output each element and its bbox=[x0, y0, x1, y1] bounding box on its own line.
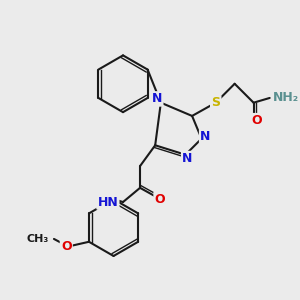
Text: N: N bbox=[152, 92, 162, 105]
Text: O: O bbox=[61, 240, 72, 253]
Text: HN: HN bbox=[98, 196, 118, 208]
Text: S: S bbox=[211, 96, 220, 109]
Text: O: O bbox=[154, 193, 165, 206]
Text: N: N bbox=[200, 130, 211, 143]
Text: N: N bbox=[182, 152, 193, 165]
Text: O: O bbox=[251, 114, 262, 127]
Text: NH₂: NH₂ bbox=[272, 91, 298, 103]
Text: CH₃: CH₃ bbox=[26, 234, 48, 244]
